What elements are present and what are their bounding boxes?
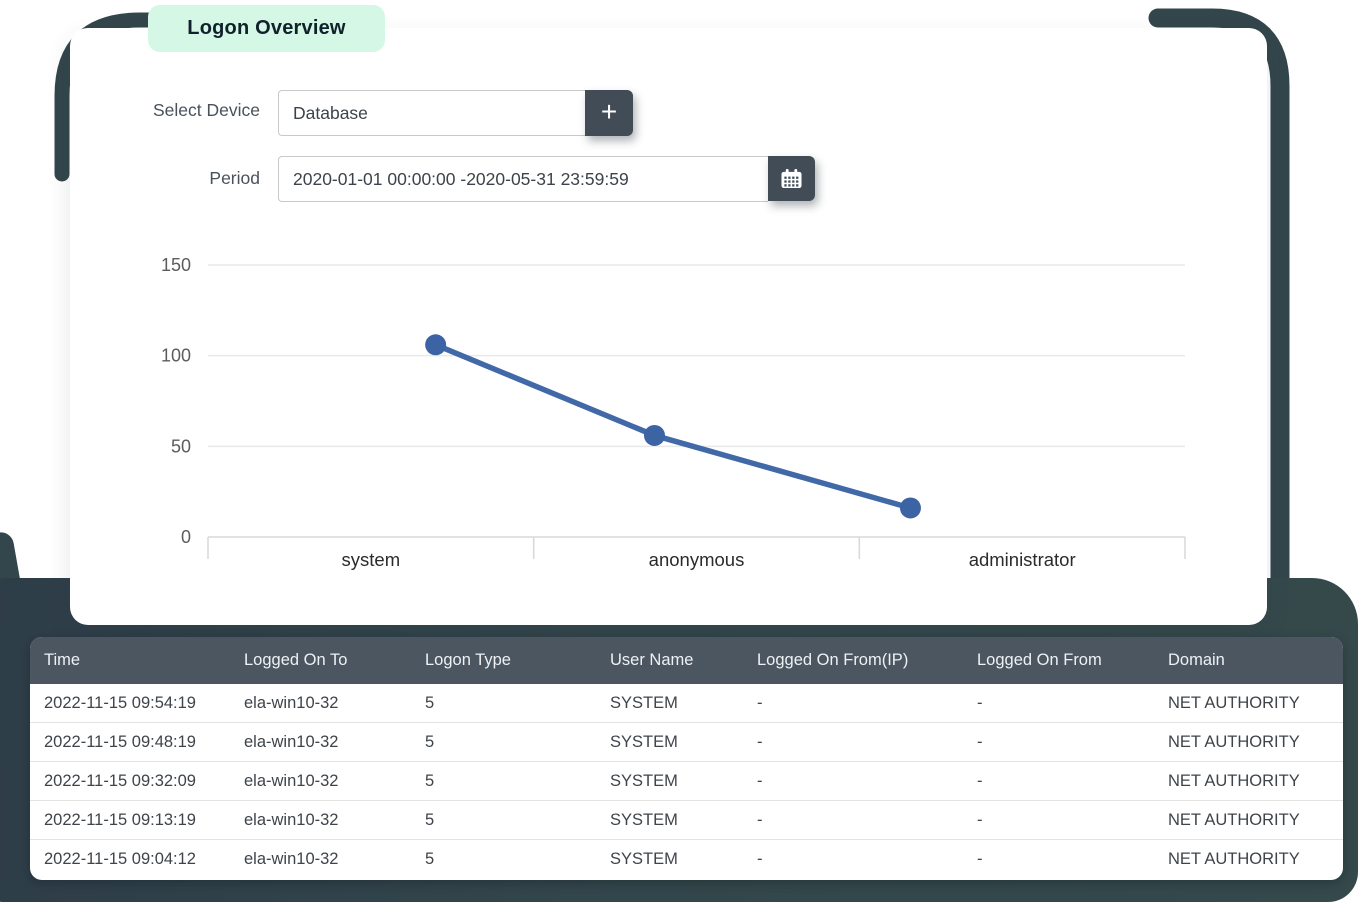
- table-cell: ela-win10-32: [244, 693, 339, 712]
- table-cell: -: [743, 800, 963, 840]
- table-cell: SYSTEM: [596, 800, 743, 840]
- column-header: Logged On To: [230, 637, 411, 684]
- period-label: Period: [209, 168, 260, 188]
- table-row[interactable]: 2022-11-15 09:54:19 ela-win10-32 5 SYSTEM - -…: [30, 684, 1343, 723]
- table-cell: ela-win10-32: [230, 800, 411, 840]
- table-row[interactable]: 2022-11-15 09:48:19 ela-win10-32 5 SYSTEM - -…: [30, 722, 1343, 762]
- table-row[interactable]: 2022-11-15 09:32:09 ela-win10-32 5 SYSTEM - -…: [30, 761, 1343, 801]
- table-cell: -: [757, 693, 763, 712]
- column-header: Time: [30, 637, 230, 684]
- table-cell: 2022-11-15 09:48:19: [30, 722, 230, 762]
- table-cell: 2022-11-15 09:04:12: [30, 839, 230, 878]
- table-cell: ela-win10-32: [230, 839, 411, 878]
- data-point[interactable]: [425, 334, 447, 356]
- x-axis-label: system: [342, 549, 401, 570]
- table-cell: -: [977, 693, 983, 712]
- data-point[interactable]: [643, 424, 665, 446]
- line-series: [432, 342, 914, 511]
- table-header-row: Time Logged On To Logon Type User Name Logge…: [30, 637, 1343, 684]
- table-cell: 5: [411, 839, 596, 878]
- column-header: Domain: [1154, 637, 1343, 684]
- table-cell: NET AUTHORITY: [1154, 761, 1343, 801]
- table-cell: -: [963, 839, 1154, 878]
- select-device-input[interactable]: [278, 90, 585, 136]
- table-cell: SYSTEM: [596, 761, 743, 801]
- table-cell: NET AUTHORITY: [1154, 800, 1343, 840]
- y-axis-label: 150: [161, 255, 191, 275]
- y-axis-label: 50: [171, 436, 191, 456]
- period-input[interactable]: [278, 156, 768, 202]
- select-device-label: Select Device: [153, 100, 260, 120]
- logon-line-chart: 0 50 100 150 system anonymous administrator: [161, 255, 1186, 570]
- logon-table: Time Logged On To Logon Type User Name Logge…: [30, 637, 1343, 878]
- column-header: Logon Type: [411, 637, 596, 684]
- table-cell: -: [963, 761, 1154, 801]
- table-cell: SYSTEM: [610, 693, 678, 712]
- table-cell: -: [743, 839, 963, 878]
- page-title: Logon Overview: [148, 5, 385, 52]
- x-axis-label: anonymous: [649, 549, 745, 570]
- calendar-button[interactable]: [768, 156, 815, 201]
- plus-icon: +: [600, 96, 618, 127]
- table-row[interactable]: 2022-11-15 09:13:19 ela-win10-32 5 SYSTEM - -…: [30, 800, 1343, 840]
- table-cell: -: [963, 800, 1154, 840]
- table-cell: 5: [411, 761, 596, 801]
- table-cell: 2022-11-15 09:54:19: [44, 693, 196, 712]
- table-cell: 5: [411, 722, 596, 762]
- table-cell: -: [743, 761, 963, 801]
- calendar-icon: [781, 168, 802, 189]
- table-cell: 5: [425, 693, 435, 712]
- table-cell: ela-win10-32: [230, 722, 411, 762]
- table-cell: -: [963, 722, 1154, 762]
- logon-table-card: Time Logged On To Logon Type User Name Logge…: [30, 637, 1343, 880]
- data-point[interactable]: [899, 497, 921, 519]
- table-cell: 5: [411, 800, 596, 840]
- column-header: Logged On From: [963, 637, 1154, 684]
- table-row[interactable]: 2022-11-15 09:04:12 ela-win10-32 5 SYSTEM - -…: [30, 839, 1343, 878]
- column-header: Logged On From(IP): [743, 637, 963, 684]
- page-title-label: Logon Overview: [187, 17, 346, 39]
- table-cell: NET AUTHORITY: [1168, 693, 1300, 712]
- table-cell: SYSTEM: [596, 839, 743, 878]
- table-cell: NET AUTHORITY: [1154, 722, 1343, 762]
- column-header: User Name: [596, 637, 743, 684]
- table-cell: -: [743, 722, 963, 762]
- table-cell: 2022-11-15 09:32:09: [30, 761, 230, 801]
- y-axis-label: 100: [161, 346, 191, 366]
- x-axis-label: administrator: [969, 549, 1076, 570]
- main-card: Select Device + Period 0: [70, 28, 1267, 625]
- table-cell: ela-win10-32: [230, 761, 411, 801]
- table-cell: NET AUTHORITY: [1154, 839, 1343, 878]
- table-cell: SYSTEM: [596, 722, 743, 762]
- y-axis-label: 0: [181, 527, 191, 547]
- table-cell: 2022-11-15 09:13:19: [30, 800, 230, 840]
- add-device-button[interactable]: +: [585, 90, 633, 136]
